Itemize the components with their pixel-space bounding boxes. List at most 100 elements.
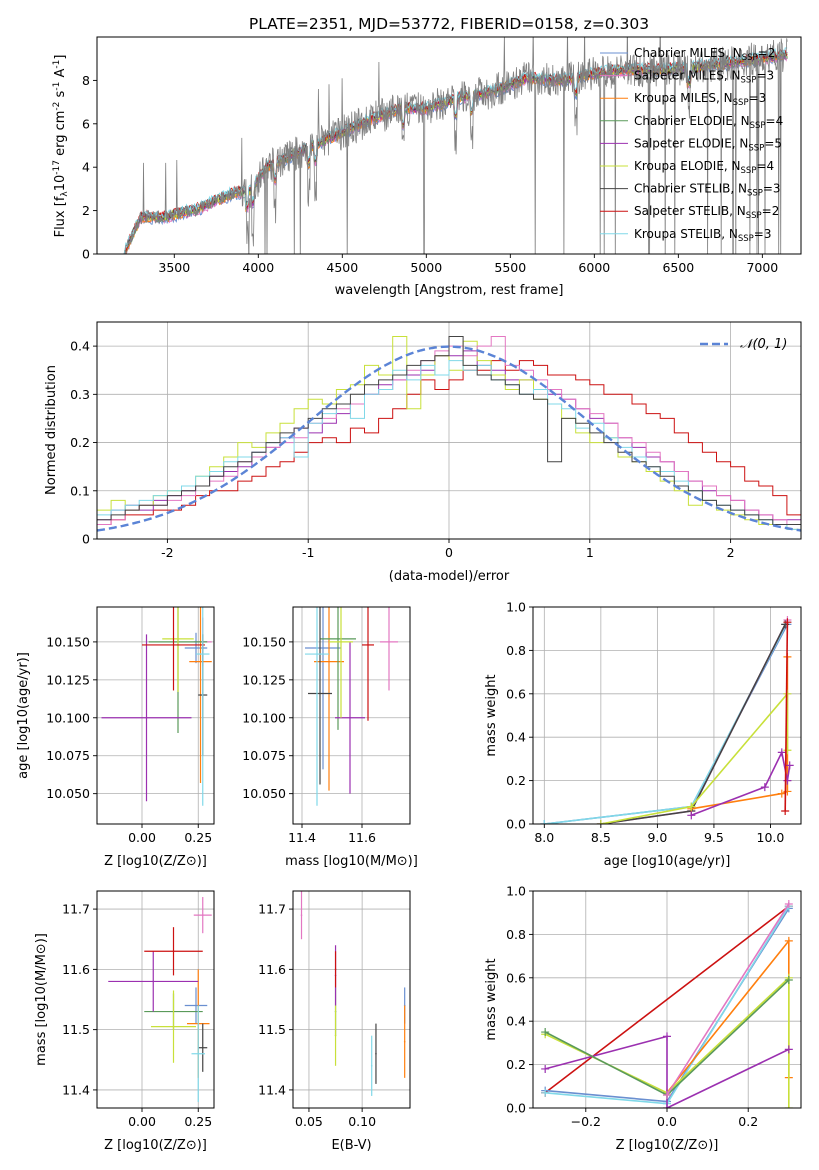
data-point	[172, 1025, 175, 1028]
y-tick-label: 0.3	[70, 387, 90, 402]
y-tick-label: 0.8	[506, 927, 526, 942]
y-tick-label: 0.2	[70, 435, 90, 450]
data-point	[172, 644, 175, 646]
data-point	[328, 660, 330, 663]
data-point	[152, 980, 155, 983]
weight-line	[544, 905, 790, 1094]
weight-marker	[784, 1104, 793, 1108]
errorbar-group	[300, 891, 406, 1096]
data-point	[319, 692, 321, 695]
y-tick-label: 0.0	[506, 817, 526, 832]
x-tick-label: −0.2	[571, 1114, 601, 1129]
weight-marker	[663, 1032, 671, 1041]
y-tick-label: 11.6	[258, 962, 286, 977]
data-point	[316, 653, 318, 655]
weight-marker	[663, 1104, 671, 1108]
weight-vs-Z-panel: −0.2 0.0 0.2 0.0 0.2 0.4 0.6 0.8 1.0 Z [log10(Z/Z…	[484, 884, 802, 1153]
weight-marker	[784, 900, 793, 909]
data-point	[201, 1046, 204, 1049]
axes-frame	[96, 321, 802, 540]
x-tick-label: 0.05	[295, 1114, 323, 1129]
weight-marker	[783, 618, 792, 627]
spectrum-legend: Chabrier MILES, NSSP=2 Salpeter MILES, NS…	[600, 46, 783, 244]
y-tick-label: 0.4	[506, 1014, 526, 1029]
x-axis-label: Z [log10(Z/Z⊙)]	[104, 1138, 207, 1153]
weight-marker	[760, 783, 769, 792]
y-axis-label: Normed distribution	[44, 365, 59, 495]
y-tick-label: 11.7	[62, 902, 90, 917]
x-tick-label: 5500	[494, 260, 526, 275]
weight-vs-age-panel: 8.0 8.5 9.0 9.5 10.0 0.0 0.2 0.4 0.6 0.8 1.0 age [l…	[484, 600, 802, 869]
data-point	[340, 641, 342, 643]
errorbar-group	[108, 897, 212, 1102]
y-axis-label: Flux [fλ10-17 erg cm-2 s-1 A-1]	[52, 55, 70, 238]
weight-marker	[541, 1088, 550, 1097]
y-tick-label: 0.4	[506, 730, 526, 745]
y-tick-label: 10.100	[46, 710, 90, 725]
x-tick-label: 11.4	[288, 830, 316, 845]
x-tick-label: 0.00	[128, 1114, 156, 1129]
data-point	[337, 638, 339, 640]
y-tick-label: 2	[82, 203, 90, 218]
data-point	[195, 1004, 197, 1007]
residual-series-group	[97, 336, 801, 539]
spectrum-series-group	[123, 37, 788, 254]
x-tick-label: 11.6	[348, 830, 376, 845]
axes-frame	[96, 606, 215, 825]
data-point	[403, 1040, 406, 1043]
x-tick-label: 7000	[746, 260, 778, 275]
x-axis-label: Z [log10(Z/Z⊙)]	[616, 1138, 719, 1153]
x-tick-label: 1	[586, 545, 594, 560]
data-point	[375, 1052, 377, 1055]
data-point	[370, 1065, 373, 1067]
y-tick-label: 0.4	[70, 339, 90, 354]
x-tick-label: 8.0	[534, 830, 554, 845]
legend-label: 𝒩(0, 1)	[740, 337, 787, 352]
x-tick-label: 4000	[242, 260, 274, 275]
axes-frame	[96, 890, 215, 1109]
y-tick-label: 0	[82, 247, 90, 262]
x-tick-label: 0.25	[184, 1114, 212, 1129]
y-tick-label: 0.6	[506, 686, 526, 701]
data-point	[367, 644, 369, 646]
x-tick-label: 0.00	[128, 830, 156, 845]
weight-marker	[784, 1045, 793, 1054]
data-point	[201, 914, 204, 916]
y-tick-label: 0.1	[70, 483, 90, 498]
weight-marker	[777, 789, 786, 798]
x-axis-label: mass [log10(M/M⊙)]	[285, 854, 418, 869]
data-point	[388, 641, 390, 643]
x-tick-label: -2	[161, 545, 173, 560]
legend-label: Chabrier STELIB, NSSP=3	[634, 182, 781, 199]
y-tick-label: 11.5	[62, 1022, 90, 1037]
x-tick-label: 5000	[410, 260, 442, 275]
x-tick-label: 9.0	[647, 830, 667, 845]
x-axis-label: (data-model)/error	[389, 569, 510, 584]
weight-series-group	[540, 616, 794, 824]
weight-marker	[541, 1028, 550, 1037]
y-axis-label: mass weight	[484, 958, 499, 1040]
x-axis-label: wavelength [Angstrom, rest frame]	[335, 283, 564, 298]
x-tick-label: 0.2	[738, 1114, 758, 1129]
age-vs-mass-panel: 11.4 11.6 10.050 10.075 10.100 10.125 10.150 ma…	[242, 606, 418, 869]
weight-marker	[687, 802, 696, 811]
figure-title: PLATE=2351, MJD=53772, FIBERID=0158, z=0…	[249, 15, 649, 33]
x-tick-label: 4500	[326, 260, 358, 275]
data-point	[201, 653, 204, 655]
y-tick-label: 11.4	[258, 1082, 286, 1097]
y-tick-label: 10.150	[242, 634, 286, 649]
y-tick-label: 0.2	[506, 773, 526, 788]
y-tick-label: 10.125	[46, 672, 90, 687]
axes-frame	[96, 36, 802, 255]
data-point	[300, 914, 303, 916]
y-tick-label: 11.4	[62, 1082, 90, 1097]
data-point	[349, 716, 351, 719]
y-tick-label: 6	[82, 116, 90, 131]
legend-label: Chabrier ELODIE, NSSP=4	[634, 114, 783, 131]
weight-marker	[781, 806, 790, 815]
y-tick-label: 1.0	[506, 884, 526, 899]
x-tick-label: 0.10	[348, 1114, 376, 1129]
x-axis-label: age [log10(age/yr)]	[604, 854, 731, 869]
axes-frame	[532, 606, 802, 825]
